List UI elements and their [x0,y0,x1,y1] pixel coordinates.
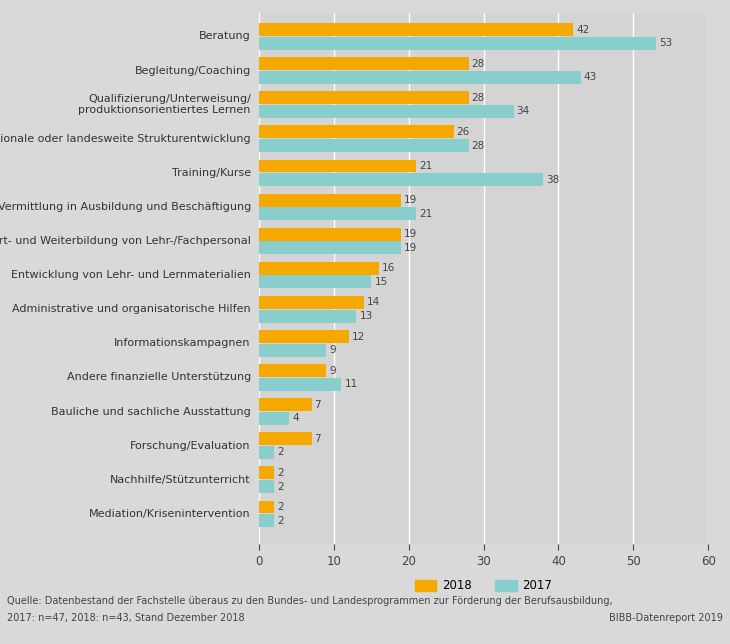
Bar [259,466,274,479]
Text: 19: 19 [404,195,418,205]
Text: 43: 43 [584,72,597,82]
Text: 28: 28 [472,59,485,69]
Bar [259,57,469,70]
Bar [259,446,274,459]
Text: 34: 34 [517,106,530,117]
Text: Quelle: Datenbestand der Fachstelle überaus zu den Bundes- und Landesprogrammen : Quelle: Datenbestand der Fachstelle über… [7,596,613,606]
Text: 19: 19 [404,229,418,239]
Text: 21: 21 [419,209,433,219]
Bar [259,160,416,173]
Bar [259,398,312,411]
Text: 2: 2 [277,482,284,491]
Text: 42: 42 [577,24,590,35]
Text: BIBB-Datenreport 2019: BIBB-Datenreport 2019 [609,613,723,623]
Bar [259,500,274,513]
Text: 7: 7 [315,434,321,444]
Text: 9: 9 [329,366,336,375]
Text: 16: 16 [382,263,395,273]
Bar [259,364,326,377]
Bar [259,194,402,207]
Text: 12: 12 [352,332,365,341]
Bar [259,432,312,445]
Bar [259,228,402,241]
Bar [259,105,514,118]
Text: 4: 4 [292,413,299,423]
Bar [259,262,379,275]
Bar [259,378,342,391]
Bar [259,344,326,357]
Bar [259,242,402,254]
Bar [259,139,469,152]
Text: 13: 13 [359,311,373,321]
Bar [259,207,416,220]
Bar [259,480,274,493]
Bar [259,514,274,527]
Bar [259,276,372,289]
Text: 21: 21 [419,161,433,171]
Text: 9: 9 [329,345,336,355]
Text: 28: 28 [472,140,485,151]
Text: 2: 2 [277,516,284,526]
Text: 53: 53 [658,38,672,48]
Text: 28: 28 [472,93,485,103]
Text: 2017: n=47, 2018: n=43, Stand Dezember 2018: 2017: n=47, 2018: n=43, Stand Dezember 2… [7,613,245,623]
Bar [259,310,356,323]
Bar [259,23,574,36]
Bar [259,330,349,343]
Text: 19: 19 [404,243,418,253]
Text: 2: 2 [277,468,284,478]
Legend: 2018, 2017: 2018, 2017 [415,580,553,592]
Text: 14: 14 [367,298,380,307]
Text: 2: 2 [277,448,284,457]
Bar [259,412,289,425]
Bar [259,173,543,186]
Bar [259,296,364,309]
Bar [259,37,656,50]
Text: 11: 11 [345,379,358,389]
Text: 7: 7 [315,400,321,410]
Bar [259,126,453,138]
Text: 15: 15 [374,277,388,287]
Text: 2: 2 [277,502,284,512]
Bar [259,91,469,104]
Text: 26: 26 [457,127,470,137]
Text: 38: 38 [547,175,560,185]
Bar [259,71,581,84]
